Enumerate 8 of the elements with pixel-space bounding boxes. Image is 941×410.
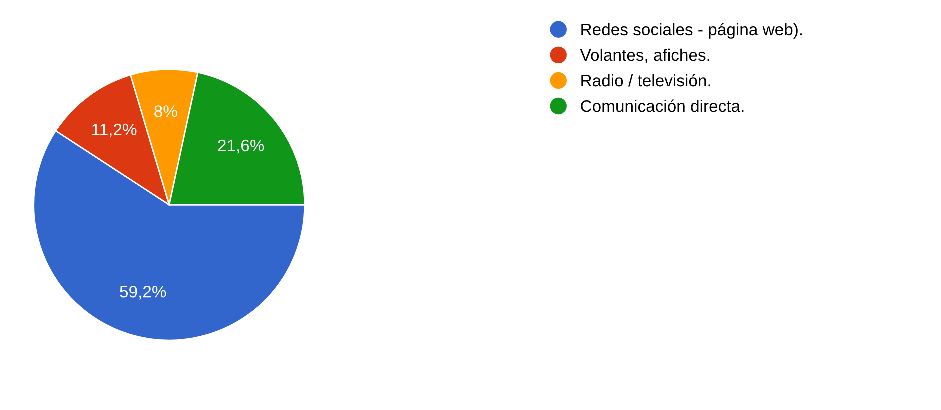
legend-label: Comunicación directa. <box>581 100 744 112</box>
legend-label: Volantes, afiches. <box>580 48 710 64</box>
legend-label: Redes sociales - página web). <box>582 23 802 39</box>
data-label: 8% <box>154 106 178 118</box>
data-label: 59,2% <box>120 286 166 300</box>
data-label: 21,6% <box>218 140 264 154</box>
legend-label: Radio / televisión. <box>582 74 710 87</box>
data-label: 11,2% <box>92 124 137 138</box>
